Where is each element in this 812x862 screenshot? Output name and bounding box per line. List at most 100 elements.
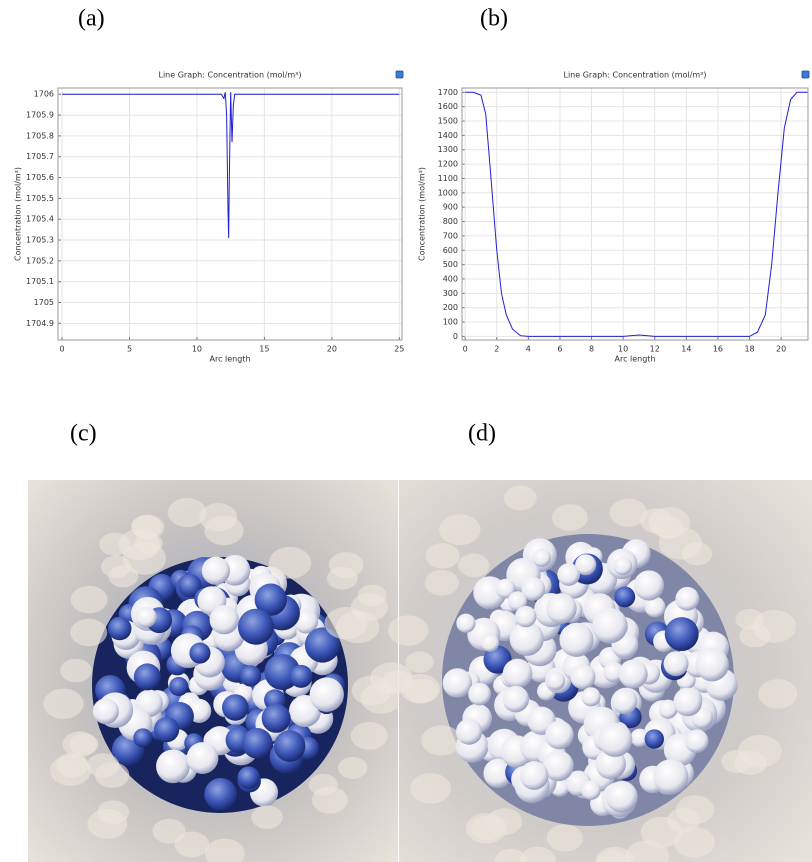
bead [559,622,594,657]
x-axis-label: Arc length [209,355,250,364]
outer-bead [350,721,388,750]
y-tick-label: 1705.4 [26,215,54,224]
outer-bead [465,812,507,844]
bead [664,617,699,651]
x-tick-label: 10 [618,345,628,354]
x-tick-label: 20 [776,345,786,354]
y-tick-label: 1600 [438,102,458,111]
outer-bead [640,816,683,848]
outer-bead [388,615,429,646]
outer-bead [268,546,312,579]
outer-bead [55,752,89,778]
bead [509,621,544,656]
bead [169,676,189,697]
outer-bead [546,824,584,852]
bead [613,556,633,576]
outer-bead [653,516,683,539]
y-tick-label: 1705.9 [26,111,54,120]
outer-bead [87,809,128,839]
bead [598,722,633,757]
bead [546,593,577,624]
bead [614,586,636,608]
outer-bead [425,543,460,569]
bead [201,556,231,585]
bead [442,668,473,698]
bead [502,685,530,713]
y-tick-label: 1705 [34,298,54,307]
x-tick-label: 6 [557,345,562,354]
x-tick-label: 4 [526,345,531,354]
outer-bead [167,497,207,528]
data-line [465,91,808,337]
photo [370,480,812,862]
bead [304,627,341,663]
bead [581,687,601,707]
y-tick-label: 1704.9 [26,319,54,328]
bead [237,608,274,645]
bead [502,658,533,689]
bead [254,583,287,616]
bead [239,665,262,687]
photo [28,480,402,862]
outer-bead [327,566,358,590]
bead [309,677,344,712]
y-tick-label: 1705.5 [26,194,54,203]
bead [178,574,202,598]
outer-bead [758,679,798,709]
bead [133,728,153,748]
bead [618,659,648,689]
outer-bead [122,542,167,575]
y-tick-label: 1000 [438,188,458,197]
bead [653,759,689,795]
panel-label: (a) [78,6,105,32]
x-tick-label: 10 [192,345,202,354]
bead [186,742,219,774]
x-tick-label: 8 [589,345,594,354]
chart-title: Line Graph: Concentration (mol/m³) [564,71,707,80]
outer-bead [324,606,368,640]
bead [456,613,476,633]
bead [545,720,574,750]
bead [644,596,666,618]
outer-bead [421,725,462,756]
chart-title: Line Graph: Concentration (mol/m³) [159,71,302,80]
bead [514,605,537,628]
bead [685,729,709,753]
bead [204,777,237,811]
outer-bead [738,734,782,768]
bead [107,616,132,641]
bead [133,663,161,691]
outer-bead [503,485,537,511]
data-line [62,92,400,238]
y-tick-label: 1705.3 [26,236,54,245]
outer-bead [675,795,715,825]
x-tick-label: 25 [394,345,404,354]
y-tick-label: 0 [453,332,458,341]
y-tick-label: 1400 [438,131,458,140]
plot-border [461,87,809,341]
outer-bead [519,846,556,862]
x-tick-label: 18 [744,345,754,354]
x-tick-label: 0 [60,345,65,354]
bead [209,605,239,635]
outer-bead [251,805,283,829]
outer-bead [204,838,245,862]
y-tick-label: 1705.1 [26,277,54,286]
y-tick-label: 1500 [438,117,458,126]
outer-bead [70,618,108,647]
y-tick-label: 500 [443,260,458,269]
y-tick-label: 1300 [438,145,458,154]
outer-bead [739,624,771,648]
bead [222,694,249,721]
bead [644,729,664,749]
bead [546,671,566,691]
outer-bead [424,569,460,596]
y-tick-label: 1706 [34,90,54,99]
bead [480,633,500,652]
outer-bead [673,826,715,858]
bead [189,642,211,664]
y-axis-label: Concentration (mol/m³) [14,167,23,261]
y-tick-label: 600 [443,246,458,255]
outer-bead [439,514,481,546]
export-icon [801,70,810,79]
